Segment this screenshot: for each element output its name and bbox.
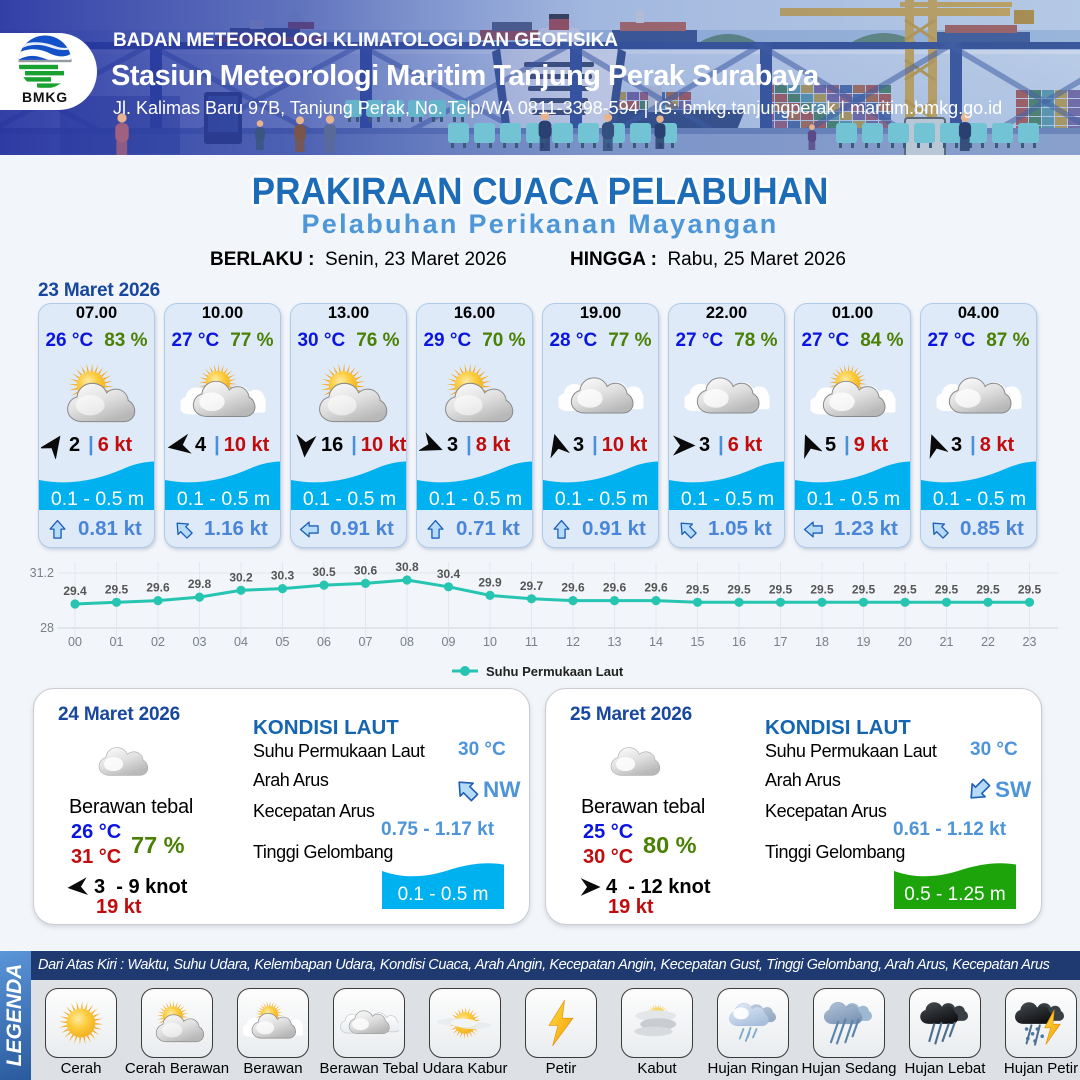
svg-text:29.5: 29.5 — [976, 582, 1000, 596]
svg-text:17: 17 — [774, 635, 788, 649]
svg-text:30.5: 30.5 — [312, 565, 336, 579]
svg-text:29.5: 29.5 — [810, 582, 834, 596]
svg-text:10: 10 — [483, 635, 497, 649]
svg-text:08: 08 — [400, 635, 414, 649]
svg-text:29.5: 29.5 — [105, 582, 129, 596]
svg-text:11: 11 — [525, 635, 538, 649]
svg-text:19: 19 — [857, 635, 871, 649]
svg-text:01: 01 — [110, 635, 124, 649]
svg-text:31.2: 31.2 — [30, 566, 54, 580]
svg-text:30.8: 30.8 — [395, 560, 419, 574]
svg-text:29.8: 29.8 — [188, 577, 212, 591]
svg-text:30.4: 30.4 — [437, 567, 461, 581]
svg-text:29.4: 29.4 — [63, 584, 87, 598]
svg-text:14: 14 — [649, 635, 663, 649]
svg-text:09: 09 — [442, 635, 456, 649]
svg-text:12: 12 — [566, 635, 580, 649]
svg-text:21: 21 — [940, 635, 954, 649]
svg-text:20: 20 — [898, 635, 912, 649]
svg-text:29.6: 29.6 — [644, 581, 668, 595]
svg-text:06: 06 — [317, 635, 331, 649]
svg-text:02: 02 — [151, 635, 165, 649]
svg-text:16: 16 — [732, 635, 746, 649]
svg-text:29.5: 29.5 — [852, 582, 876, 596]
svg-text:30.6: 30.6 — [354, 563, 378, 577]
svg-text:03: 03 — [193, 635, 207, 649]
svg-text:18: 18 — [815, 635, 829, 649]
svg-text:29.5: 29.5 — [935, 582, 959, 596]
svg-text:05: 05 — [276, 635, 290, 649]
svg-text:29.6: 29.6 — [603, 581, 627, 595]
svg-text:22: 22 — [981, 635, 995, 649]
svg-text:30.3: 30.3 — [271, 569, 295, 583]
svg-text:00: 00 — [68, 635, 82, 649]
svg-text:13: 13 — [608, 635, 622, 649]
svg-text:29.5: 29.5 — [727, 582, 751, 596]
svg-text:04: 04 — [234, 635, 248, 649]
svg-text:BMKG: BMKG — [22, 89, 68, 105]
svg-text:29.5: 29.5 — [686, 582, 710, 596]
svg-text:30.2: 30.2 — [229, 570, 253, 584]
svg-text:29.7: 29.7 — [520, 579, 544, 593]
svg-text:Suhu Permukaan Laut: Suhu Permukaan Laut — [486, 664, 624, 679]
svg-text:28: 28 — [40, 621, 54, 635]
svg-text:29.9: 29.9 — [478, 575, 502, 589]
svg-text:23: 23 — [1023, 635, 1037, 649]
svg-text:15: 15 — [691, 635, 705, 649]
svg-text:29.5: 29.5 — [1018, 582, 1042, 596]
svg-text:29.5: 29.5 — [769, 582, 793, 596]
svg-text:29.5: 29.5 — [893, 582, 917, 596]
svg-text:07: 07 — [359, 635, 373, 649]
svg-text:29.6: 29.6 — [561, 581, 585, 595]
svg-text:29.6: 29.6 — [146, 581, 170, 595]
